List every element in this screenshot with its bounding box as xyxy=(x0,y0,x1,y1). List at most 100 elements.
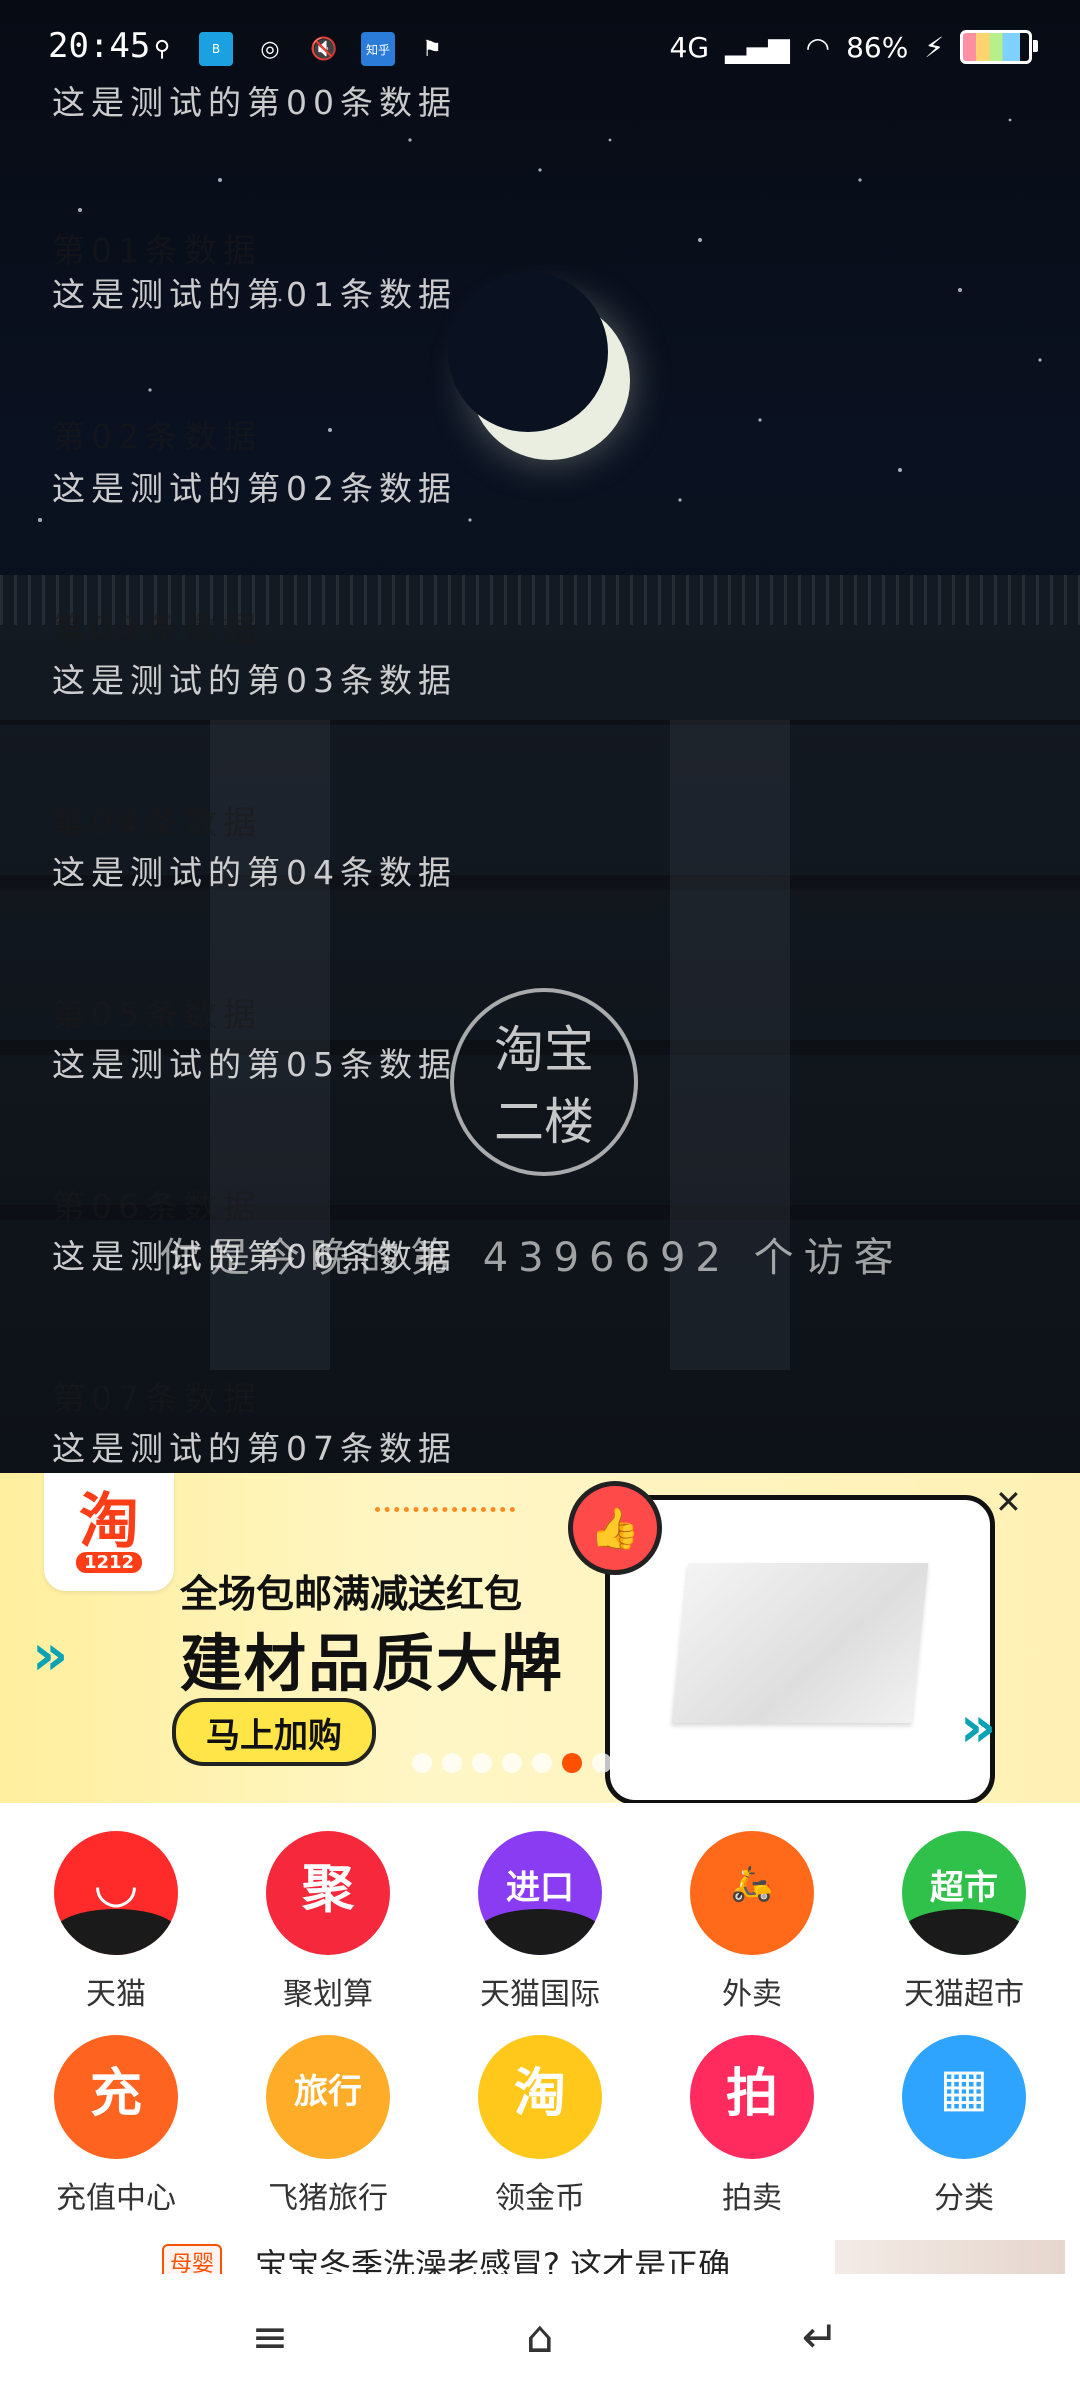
list-item-title: 第06条数据 xyxy=(52,1187,262,1226)
notification-icons: ⚲ B ◎ 🔇 知乎 ⚑ xyxy=(145,32,449,66)
category-icon: ◡ xyxy=(54,1831,178,1955)
grid-item[interactable]: 🛵 外卖 xyxy=(644,1831,860,2013)
grid-item[interactable]: 进口 天猫国际 xyxy=(432,1831,648,2013)
list-item-desc[interactable]: 这是测试的第05条数据 xyxy=(52,1045,457,1084)
grid-item[interactable]: 淘领金币 xyxy=(432,2035,648,2217)
grid-item[interactable]: ◡ 天猫 xyxy=(8,1831,224,2013)
icon-glyph: 聚 xyxy=(301,1859,354,1920)
wifi-icon: ◠ xyxy=(805,30,831,64)
logo-char: 淘 xyxy=(79,1486,139,1557)
list-item-desc[interactable]: 这是测试的第00条数据 xyxy=(52,83,457,122)
starfield xyxy=(38,118,1042,522)
icon-glyph: 进口 xyxy=(506,1867,574,1908)
grid-item[interactable]: 充充值中心 xyxy=(8,2035,224,2217)
grid-item-label: 天猫国际 xyxy=(480,1977,600,2012)
category-icon: 充 xyxy=(54,2035,178,2159)
battery-percent: 86% xyxy=(846,30,909,64)
moon xyxy=(448,272,630,460)
logo-1212: 1212 xyxy=(75,1551,143,1573)
back-icon[interactable]: ↵ xyxy=(801,2311,839,2363)
grid-item[interactable]: 拍拍卖 xyxy=(644,2035,860,2217)
status-time: 20:45 xyxy=(48,26,151,66)
grid-item[interactable]: ▦ 分类 xyxy=(856,2035,1072,2217)
grid-item[interactable]: 超市 天猫超市 xyxy=(856,1831,1072,2013)
headline-ticker[interactable]: 母婴 宝宝冬季洗澡老感冒? 这才是正确 xyxy=(0,2240,1080,2274)
list-item-title: 第04条数据 xyxy=(52,803,262,842)
list-item-desc[interactable]: 这是测试的第04条数据 xyxy=(52,853,457,892)
icon-glyph: 拍 xyxy=(725,2063,778,2124)
grid-item-label: 充值中心 xyxy=(56,2181,176,2216)
charging-icon: ⚡ xyxy=(924,30,944,64)
add-to-cart-button[interactable]: 马上加购 xyxy=(172,1698,376,1766)
ticker-text: 宝宝冬季洗澡老感冒? 这才是正确 xyxy=(255,2246,731,2274)
ticker-tag: 母婴 xyxy=(162,2244,223,2274)
carousel-dot[interactable] xyxy=(412,1753,432,1773)
list-item-desc[interactable]: 这是测试的第02条数据 xyxy=(52,469,457,508)
category-icon: 淘 xyxy=(478,2035,602,2159)
status-right: 4G ▂▄▆ ◠ 86% ⚡ xyxy=(670,30,1038,64)
boss-app-icon: B xyxy=(199,32,233,66)
carousel-dot[interactable] xyxy=(562,1753,582,1773)
category-icon: 拍 xyxy=(690,2035,814,2159)
icon-glyph: 旅行 xyxy=(294,2071,362,2112)
cat-face-decor xyxy=(54,1909,178,1955)
category-icon: 进口 xyxy=(478,1831,602,1955)
carousel-dots xyxy=(412,1753,642,1773)
close-icon[interactable]: ✕ xyxy=(995,1483,1022,1521)
roof-railing xyxy=(0,575,1080,625)
banner-headline: 建材品质大牌 xyxy=(180,1627,565,1700)
grid-item-label: 天猫 xyxy=(86,1977,146,2012)
promo-banner[interactable]: 淘 1212 全场包邮满减送红包 建材品质大牌 马上加购 » 👍 » ✕ xyxy=(0,1473,1080,1803)
cat-face-decor xyxy=(902,1909,1026,1955)
carousel-dot[interactable] xyxy=(472,1753,492,1773)
status-bar: 20:45 ⚲ B ◎ 🔇 知乎 ⚑ 4G ▂▄▆ ◠ 86% ⚡ xyxy=(0,0,1080,96)
home-icon[interactable]: ⌂ xyxy=(526,2311,554,2363)
grid-item[interactable]: 旅行 飞猪旅行 xyxy=(220,2035,436,2217)
carousel-dot[interactable] xyxy=(592,1753,612,1773)
grid-item-label: 飞猪旅行 xyxy=(268,2181,388,2216)
list-item-desc[interactable]: 这是测试的第03条数据 xyxy=(52,661,457,700)
category-icon: 聚 xyxy=(266,1831,390,1955)
video-background[interactable]: 淘宝 二楼 你是今晚的第 4396692 个访客 xyxy=(0,0,1080,1473)
category-grid: ◡ 天猫聚聚划算 进口 天猫国际 🛵 外卖 超市 天猫超市充充值中心 旅行 飞猪旅行淘领金币拍拍卖… xyxy=(0,1803,1080,2273)
list-item-desc[interactable]: 这是测试的第07条数据 xyxy=(52,1429,457,1468)
icon-glyph: 🛵 xyxy=(730,1864,774,1904)
list-item-desc[interactable]: 这是测试的第01条数据 xyxy=(52,275,457,314)
menu-icon[interactable]: ≡ xyxy=(251,2311,289,2363)
mute-icon: 🔇 xyxy=(310,36,338,62)
grid-item-label: 天猫超市 xyxy=(904,1977,1024,2012)
zhihu-icon: 知乎 xyxy=(361,32,395,66)
grid-item-label: 聚划算 xyxy=(283,1977,373,2012)
grid-item-label: 领金币 xyxy=(495,2181,585,2216)
netease-icon: ◎ xyxy=(260,36,280,62)
cat-face-decor xyxy=(478,1909,602,1955)
carousel-dot[interactable] xyxy=(532,1753,552,1773)
icon-glyph: 淘 xyxy=(513,2063,566,2124)
list-item-title: 第07条数据 xyxy=(52,1379,262,1418)
list-item-title: 第01条数据 xyxy=(52,231,262,270)
grid-item[interactable]: 聚聚划算 xyxy=(220,1831,436,2013)
icon-glyph: ▦ xyxy=(939,2058,989,2118)
location-icon: ⚑ xyxy=(422,36,442,62)
category-icon: 旅行 xyxy=(266,2035,390,2159)
list-item-desc[interactable]: 这是测试的第06条数据 xyxy=(52,1237,457,1276)
list-item-title: 第03条数据 xyxy=(52,609,262,648)
category-icon: 超市 xyxy=(902,1831,1026,1955)
carousel-dot[interactable] xyxy=(502,1753,522,1773)
taobao-1212-logo: 淘 1212 xyxy=(44,1473,174,1591)
thumbs-up-icon: 👍 xyxy=(568,1481,662,1575)
marble-tile-image xyxy=(671,1563,929,1723)
visitor-count-text: 你是今晚的第 4396692 个访客 xyxy=(160,1235,904,1281)
chevron-right-icon: » xyxy=(960,1695,997,1760)
grid-item-label: 外卖 xyxy=(722,1977,782,2012)
decor-squiggle xyxy=(375,1491,515,1512)
taobao-erlou-logo[interactable]: 淘宝 二楼 xyxy=(450,988,638,1176)
ticker-thumbnail xyxy=(835,2240,1065,2274)
grid-item-label: 分类 xyxy=(934,2181,994,2216)
icon-glyph: ◡ xyxy=(96,1854,136,1914)
category-icon: ▦ xyxy=(902,2035,1026,2159)
signal-icon: ▂▄▆ xyxy=(725,30,790,64)
carousel-dot[interactable] xyxy=(622,1753,642,1773)
chevron-right-icon: » xyxy=(32,1623,69,1688)
carousel-dot[interactable] xyxy=(442,1753,462,1773)
